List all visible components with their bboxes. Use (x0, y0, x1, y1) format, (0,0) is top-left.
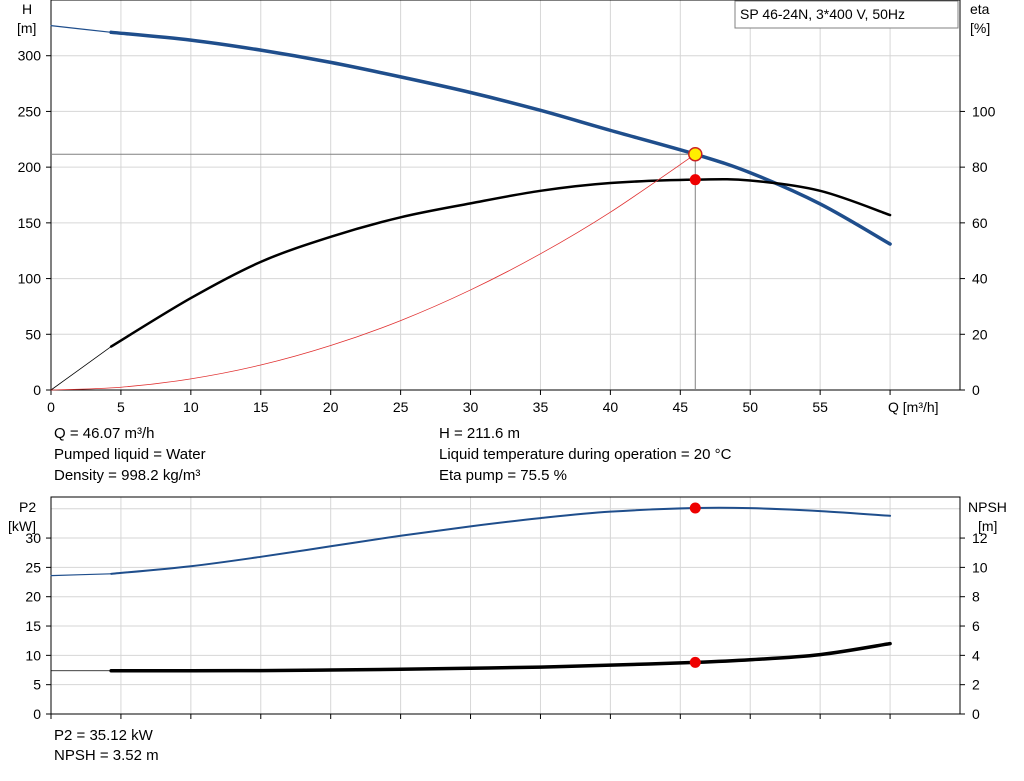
duty-head-readout: H = 211.6 m (439, 425, 521, 442)
duty-flow-readout: Q = 46.07 m³/h (54, 425, 155, 442)
y-right-tick-label: 40 (972, 271, 988, 287)
y-right-tick-label: 60 (972, 215, 988, 231)
x-tick-label: 25 (393, 399, 409, 415)
y-left-axis-title: H (22, 1, 32, 17)
y-right-tick-label: 4 (972, 647, 980, 663)
x-tick-label: 50 (742, 399, 758, 415)
x-tick-label: 45 (673, 399, 689, 415)
power-duty-point (689, 502, 701, 514)
p2-readout: P2 = 35.12 kW (54, 727, 153, 744)
x-tick-label: 15 (253, 399, 269, 415)
x-tick-label: 35 (533, 399, 549, 415)
y-left-tick-label: 10 (25, 647, 41, 663)
y-right-tick-label: 6 (972, 618, 980, 634)
eta-pump-readout: Eta pump = 75.5 % (439, 467, 567, 484)
x-tick-label: 55 (812, 399, 828, 415)
y-right-axis-unit: [m] (978, 518, 997, 534)
y-right-tick-label: 8 (972, 589, 980, 605)
y-left-tick-label: 0 (33, 382, 41, 398)
npsh-duty-point (689, 656, 701, 668)
y-right-tick-label: 12 (972, 530, 988, 546)
y-right-axis-title: NPSH (968, 499, 1007, 515)
liquid-temperature-readout: Liquid temperature during operation = 20… (439, 446, 732, 463)
y-right-tick-label: 2 (972, 677, 980, 693)
pump-label: SP 46-24N, 3*400 V, 50Hz (740, 6, 905, 22)
series-line (109, 177, 892, 348)
y-right-tick-label: 0 (972, 706, 980, 722)
plot-frame (50, 0, 961, 391)
x-tick-label: 20 (323, 399, 339, 415)
x-tick-label: 40 (603, 399, 619, 415)
series-line (50, 25, 112, 33)
x-tick-label: 0 (47, 399, 55, 415)
y-left-tick-label: 30 (25, 530, 41, 546)
y-left-axis-title: P2 (19, 499, 36, 515)
pump-label-box (734, 0, 959, 29)
y-left-tick-label: 15 (25, 618, 41, 634)
y-right-tick-label: 0 (972, 382, 980, 398)
y-left-tick-label: 250 (18, 103, 42, 119)
x-axis-label: Q [m³/h] (888, 399, 939, 415)
y-left-tick-label: 100 (18, 271, 42, 287)
series-line (50, 346, 112, 391)
y-left-tick-label: 200 (18, 159, 42, 175)
power-npsh-plot: 0 5 10 15 20 25 30 0 2 4 6 8 10 12 P2 [kW] NPSH [m] (8, 496, 1007, 722)
series-line (109, 30, 892, 246)
y-left-tick-label: 5 (33, 677, 41, 693)
pumped-liquid-readout: Pumped liquid = Water (54, 446, 206, 463)
series-line (109, 641, 892, 673)
plot-frame (50, 496, 961, 715)
npsh-readout: NPSH = 3.52 m (54, 747, 159, 764)
y-left-tick-label: 20 (25, 589, 41, 605)
series-line (50, 573, 112, 577)
x-tick-label: 10 (183, 399, 199, 415)
series-line (110, 506, 892, 575)
y-right-tick-label: 20 (972, 326, 988, 342)
y-left-tick-label: 300 (18, 48, 42, 64)
y-right-axis-title: eta (970, 1, 990, 17)
y-left-tick-label: 25 (25, 559, 41, 575)
x-tick-label: 5 (117, 399, 125, 415)
y-left-tick-label: 150 (18, 215, 42, 231)
head-duty-point (688, 146, 703, 162)
head-efficiency-plot: 0 50 100 150 200 250 300 0 20 40 60 80 100 0 5 10 15 20 25… (17, 0, 996, 415)
y-right-tick-label: 100 (972, 103, 996, 119)
y-left-tick-label: 50 (25, 326, 41, 342)
y-left-axis-unit: [m] (17, 20, 36, 36)
series-line (50, 153, 696, 391)
y-right-tick-label: 10 (972, 559, 988, 575)
y-right-axis-unit: [%] (970, 20, 990, 36)
efficiency-duty-point (689, 174, 701, 186)
x-tick-label: 30 (463, 399, 479, 415)
y-left-axis-unit: [kW] (8, 518, 36, 534)
y-right-tick-label: 80 (972, 159, 988, 175)
density-readout: Density = 998.2 kg/m³ (54, 467, 201, 484)
y-left-tick-label: 0 (33, 706, 41, 722)
